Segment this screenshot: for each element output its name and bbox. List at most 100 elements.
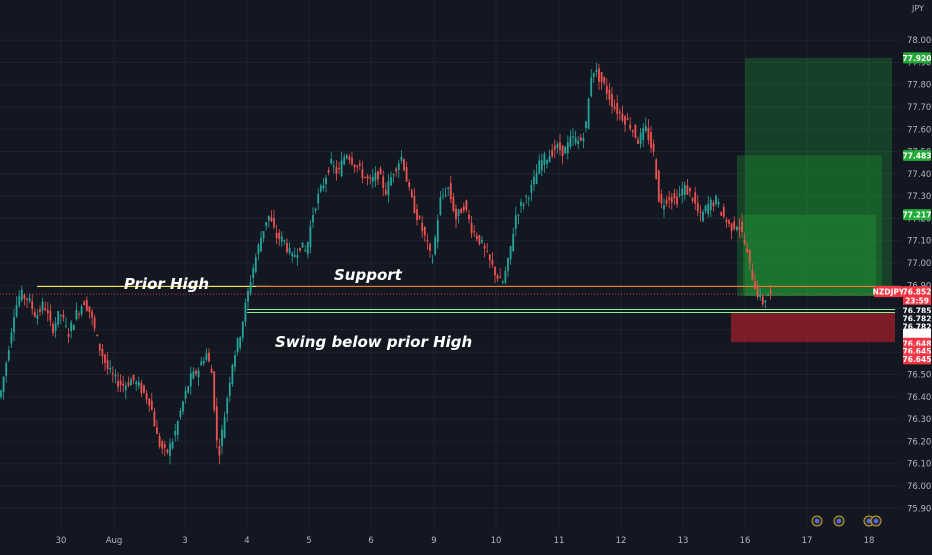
- candle-body: [335, 167, 338, 174]
- candle-body: [156, 427, 158, 434]
- price-badge-text: 76.781: [903, 330, 932, 339]
- candle-body: [540, 160, 543, 171]
- candle-body: [590, 77, 593, 97]
- candle-body: [197, 370, 200, 378]
- candle-body: [748, 249, 751, 263]
- candle-body: [244, 302, 247, 322]
- y-tick-label: 76.300: [907, 415, 932, 425]
- candle-body: [330, 158, 333, 164]
- candle-body: [548, 156, 551, 163]
- candle-body: [223, 417, 226, 438]
- candle-body: [39, 309, 41, 312]
- candle-body: [410, 190, 413, 197]
- candle-body: [327, 169, 330, 173]
- candle-body: [0, 390, 2, 397]
- candle-body: [234, 355, 236, 367]
- candle-body: [2, 376, 5, 392]
- candle-body: [481, 240, 483, 243]
- candle-body: [215, 406, 218, 441]
- candle-body: [512, 233, 515, 252]
- candle-body: [96, 334, 99, 336]
- candle-body: [275, 232, 278, 238]
- candle-body: [595, 69, 598, 73]
- candle-body: [652, 143, 655, 152]
- candle-body: [551, 149, 554, 157]
- candle-body: [257, 244, 260, 255]
- price-badge: [903, 295, 931, 306]
- x-tick-label: 4: [244, 536, 249, 546]
- candle-body: [559, 142, 561, 151]
- candle-body: [387, 181, 390, 196]
- candle-body: [603, 77, 606, 84]
- candle-body: [691, 198, 694, 201]
- candle-body: [226, 398, 229, 414]
- candle-body: [639, 132, 642, 144]
- candle-body: [491, 260, 494, 265]
- candle-body: [267, 215, 270, 221]
- x-tick-label: 11: [554, 536, 565, 546]
- candle-body: [7, 350, 10, 361]
- x-tick-label: 18: [864, 536, 875, 546]
- candle-body: [455, 208, 457, 220]
- candle-body: [166, 449, 169, 453]
- candle-body: [10, 332, 13, 344]
- candle-body: [759, 294, 762, 297]
- candle-body: [5, 363, 8, 376]
- candle-body: [114, 374, 117, 377]
- candle-body: [293, 255, 296, 257]
- candle-body: [98, 343, 101, 351]
- x-tick-label: 12: [616, 536, 627, 546]
- candle-body: [104, 354, 106, 363]
- candle-body: [249, 282, 252, 294]
- x-tick-label: 9: [431, 536, 436, 546]
- candle-body: [743, 240, 746, 244]
- candle-body: [686, 185, 689, 195]
- stop-zone: [731, 312, 895, 343]
- candle-body: [444, 194, 447, 196]
- candle-body: [358, 163, 361, 166]
- price-badge: [903, 149, 931, 161]
- candle-body: [767, 294, 769, 296]
- candle-body: [364, 177, 366, 179]
- candle-body: [426, 239, 429, 242]
- price-axis[interactable]: JPY 75.900 76.000 76.100 76.200 76.300 76.400…: [901, 0, 932, 550]
- candle-body: [449, 183, 452, 200]
- candle-body: [501, 281, 504, 283]
- candle-body: [135, 381, 138, 385]
- price-badge-text: 76.645: [903, 355, 932, 364]
- candle-body: [751, 270, 754, 281]
- candle-body: [345, 155, 348, 159]
- candle-body: [605, 85, 608, 94]
- candle-body: [582, 137, 585, 142]
- price-badge-text: 77.483: [903, 151, 932, 160]
- candle-body: [93, 317, 96, 329]
- candle-body: [600, 72, 603, 83]
- candle-body: [221, 429, 223, 447]
- candle-body: [631, 130, 634, 133]
- candle-body: [80, 306, 83, 315]
- candle-body: [286, 242, 288, 252]
- candle-body: [663, 205, 665, 210]
- candle-body: [655, 159, 658, 180]
- candle-body: [140, 382, 143, 394]
- x-tick-label: 5: [306, 536, 311, 546]
- x-tick-label: 10: [491, 536, 502, 546]
- candle-body: [538, 160, 541, 174]
- y-tick-label: 77.000: [907, 259, 932, 269]
- candle-body: [278, 232, 281, 240]
- y-tick-label: 77.100: [907, 237, 932, 247]
- candle-body: [400, 156, 403, 161]
- candle-body: [650, 132, 652, 148]
- price-badge-text: 77.217: [903, 211, 932, 220]
- candle-body: [353, 164, 356, 168]
- candle-body: [41, 301, 44, 311]
- y-tick-label: 78.000: [907, 36, 932, 46]
- time-axis[interactable]: 30 Aug 3 4 5 6 9 10 11 12 13 16 17 18: [56, 536, 875, 546]
- price-badge-text: 76.782: [903, 314, 932, 323]
- candle-body: [296, 254, 299, 258]
- candle-body: [153, 411, 156, 427]
- candle-body: [106, 360, 109, 370]
- candle-body: [75, 309, 78, 320]
